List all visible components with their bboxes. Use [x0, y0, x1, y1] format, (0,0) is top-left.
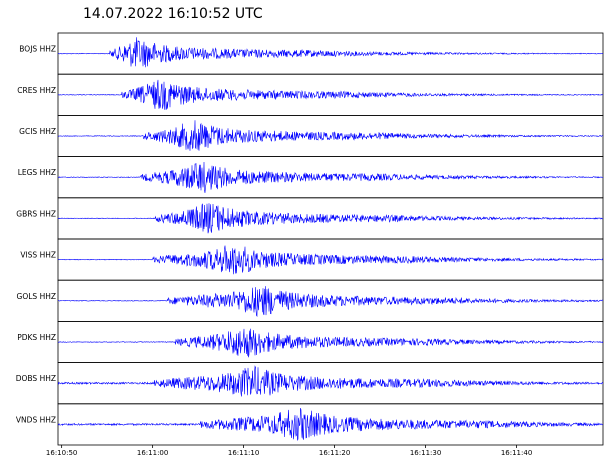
- trace-label: PDKS HHZ: [17, 333, 56, 342]
- trace-label: VISS HHZ: [20, 251, 56, 260]
- x-tick-label: 16:11:30: [410, 449, 441, 457]
- trace-label: GOLS HHZ: [17, 292, 56, 301]
- trace-label: DOBS HHZ: [16, 374, 56, 383]
- trace-label: GBRS HHZ: [16, 209, 56, 218]
- x-tick-label: 16:11:20: [319, 449, 350, 457]
- waveform: [58, 286, 603, 318]
- waveform: [58, 37, 603, 68]
- waveform: [58, 203, 603, 234]
- waveform: [58, 365, 603, 397]
- trace-label: BOJS HHZ: [19, 45, 56, 54]
- waveform: [58, 120, 603, 151]
- trace-label: LEGS HHZ: [18, 168, 56, 177]
- trace-label: VNDS HHZ: [16, 415, 56, 424]
- x-tick-label: 16:11:00: [137, 449, 168, 457]
- waveform: [58, 408, 603, 442]
- waveform: [58, 161, 603, 193]
- waveform: [58, 328, 603, 358]
- x-tick-label: 16:10:50: [46, 449, 77, 457]
- waveform: [58, 79, 603, 110]
- trace-label: CRES HHZ: [17, 86, 56, 95]
- x-tick-label: 16:11:10: [228, 449, 259, 457]
- chart-title: 14.07.2022 16:10:52 UTC: [83, 6, 263, 22]
- waveform: [58, 245, 603, 275]
- x-tick-label: 16:11:40: [501, 449, 532, 457]
- trace-label: GCIS HHZ: [19, 127, 56, 136]
